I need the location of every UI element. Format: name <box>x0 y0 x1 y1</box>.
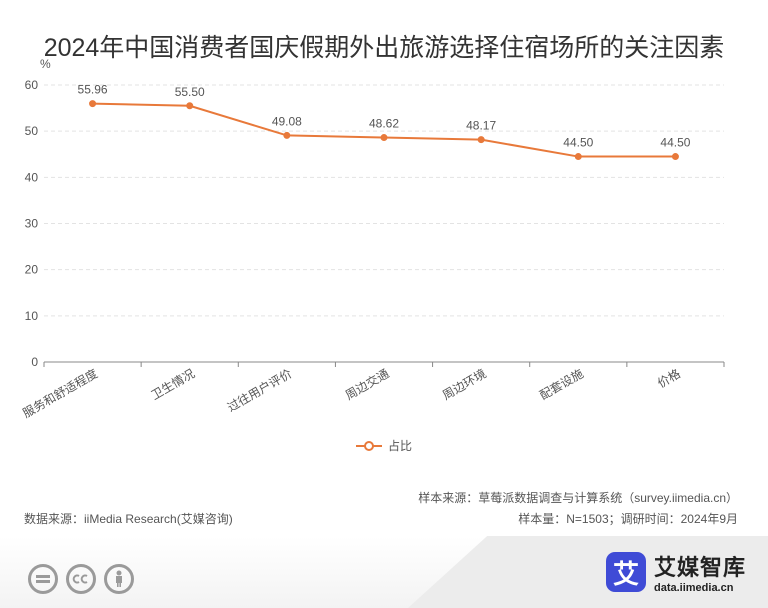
data-point <box>477 136 485 144</box>
license-icons <box>28 564 134 594</box>
x-tick-label: 卫生情况 <box>149 366 198 402</box>
data-label: 44.50 <box>660 136 690 150</box>
equal-icon <box>28 564 58 594</box>
x-axis <box>43 361 725 367</box>
grid-lines <box>44 84 724 317</box>
x-tick-label: 服务和舒适程度 <box>20 366 100 421</box>
x-tick-label: 价格 <box>655 366 683 391</box>
data-point <box>574 153 582 161</box>
x-tick-label: 过往用户评价 <box>224 366 294 415</box>
data-point <box>671 153 679 161</box>
y-tick-label: 0 <box>31 355 38 369</box>
data-point <box>283 131 291 139</box>
cc-icon <box>66 564 96 594</box>
data-label: 44.50 <box>563 136 593 150</box>
data-label: 48.17 <box>466 119 496 133</box>
y-tick-label: 60 <box>25 78 39 92</box>
brand-url: data.iimedia.cn <box>653 582 734 594</box>
legend-label: 占比 <box>388 439 413 453</box>
y-tick-label: 50 <box>25 124 39 138</box>
sample-size-note: 样本量：N=1503；调研时间：2024年9月 <box>518 512 738 526</box>
x-tick-labels: 服务和舒适程度 卫生情况 过往用户评价 周边交通 周边环境 配套设施 价格 <box>20 366 683 421</box>
y-tick-label: 20 <box>25 263 39 277</box>
legend: 占比 <box>356 437 412 454</box>
data-point <box>380 134 388 142</box>
person-icon <box>104 564 134 594</box>
data-label: 55.50 <box>175 85 205 99</box>
data-point <box>89 100 97 108</box>
brand-name: 艾媒智库 <box>653 555 746 580</box>
y-tick-label: 10 <box>25 309 39 323</box>
y-tick-label: 40 <box>25 170 39 184</box>
legend-line-marker <box>356 440 382 452</box>
x-tick-label: 周边交通 <box>342 366 391 403</box>
y-tick-labels: 0 10 20 30 40 50 60 <box>25 78 39 369</box>
data-label: 48.62 <box>369 117 399 131</box>
x-tick-label: 配套设施 <box>537 366 586 402</box>
data-label: 49.08 <box>272 114 302 128</box>
data-source-note: 数据来源：iiMedia Research(艾媒咨询) <box>24 512 233 526</box>
data-point <box>186 102 194 110</box>
brand: 艾 艾媒智库 data.iimedia.cn <box>605 550 746 594</box>
y-axis-unit: % <box>40 57 51 71</box>
x-tick-label: 周边环境 <box>440 366 489 403</box>
data-label: 55.96 <box>78 83 108 97</box>
chart-title: 2024年中国消费者国庆假期外出旅游选择住宿场所的关注因素 <box>43 34 725 62</box>
sample-source-note: 样本来源：草莓派数据调查与计算系统（survey.iimedia.cn） <box>418 491 738 505</box>
line-chart: 0 10 20 30 40 50 60 % 服务和舒适程度 卫生情况 过往用户评价 周边交通 周边环… <box>20 57 725 421</box>
data-points <box>89 100 679 161</box>
brand-logo-icon: 艾 <box>605 552 646 592</box>
data-labels: 55.96 55.50 49.08 48.62 48.17 44.50 44.50 <box>78 83 691 150</box>
y-tick-label: 30 <box>25 217 39 231</box>
